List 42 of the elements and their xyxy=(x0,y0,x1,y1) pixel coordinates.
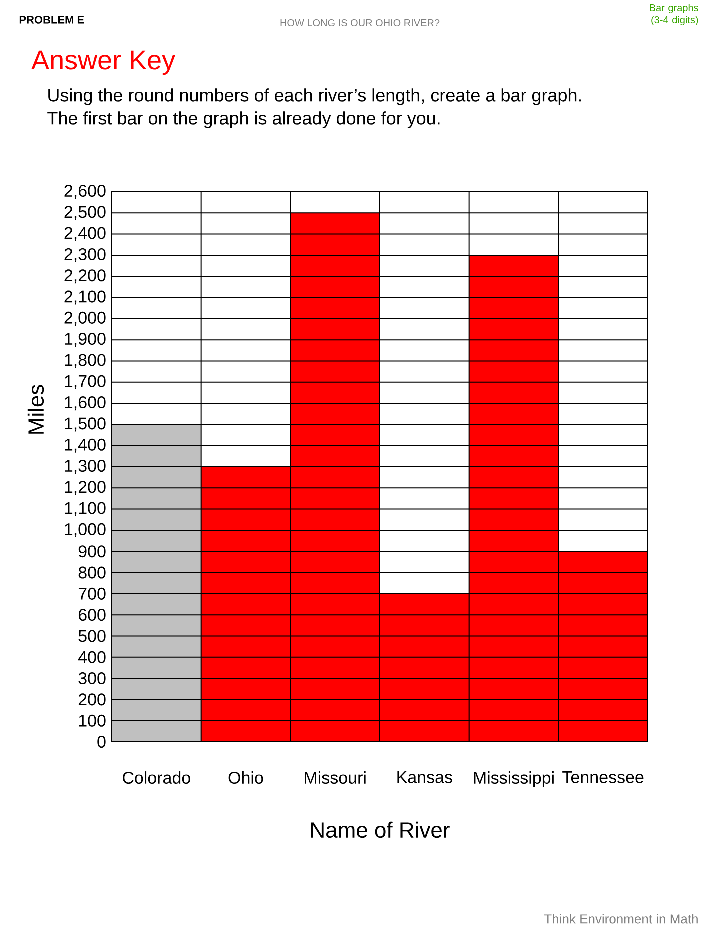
y-tick-label: 2,200 xyxy=(64,270,106,284)
y-tick-label: 1,900 xyxy=(65,333,106,348)
x-tick-label: Ohio xyxy=(228,772,264,784)
text: Using the round numbers of each river’s length, create a bar graph. xyxy=(48,88,582,106)
y-tick-label: 1,100 xyxy=(65,502,106,516)
chart-title: HOW LONG IS OUR OHIO RIVER? xyxy=(280,19,440,27)
y-tick-label: 1,000 xyxy=(65,523,106,538)
chart-subtitle: Answer Key xyxy=(32,50,176,76)
y-tick-label: 900 xyxy=(78,546,106,558)
y-axis-title: Miles xyxy=(28,385,44,434)
y-tick-label: 300 xyxy=(78,672,106,685)
y-tick-label: 2,500 xyxy=(64,206,106,220)
y-tick-label: 1,300 xyxy=(65,460,106,474)
y-tick-label: 2,400 xyxy=(64,227,106,242)
y-tick-label: 400 xyxy=(78,651,106,664)
y-tick-label: 2,300 xyxy=(64,248,106,262)
y-tick-label: 800 xyxy=(78,566,106,579)
y-tick-label: 500 xyxy=(78,630,106,642)
y-tick-label: 1,600 xyxy=(65,396,106,411)
y-tick-label: 2,600 xyxy=(64,184,106,200)
x-tick-label: Missouri xyxy=(305,772,366,784)
text: The first bar on the graph is already done for you. xyxy=(48,112,440,128)
x-tick-label: Tennessee xyxy=(562,772,644,784)
text: Think Environment in Math xyxy=(544,914,698,924)
y-tick-label: 2,000 xyxy=(64,312,106,326)
y-tick-label: 1,500 xyxy=(65,418,106,432)
x-tick-label: Kansas xyxy=(398,772,452,784)
y-tick-label: 1,400 xyxy=(65,438,106,453)
y-tick-label: 1,700 xyxy=(65,375,106,390)
x-tick-label: Mississippi xyxy=(474,772,554,788)
x-tick-label: Colorado xyxy=(123,772,190,784)
text: PROBLEM E xyxy=(20,16,84,24)
y-tick-label: 200 xyxy=(78,694,106,706)
y-tick-label: 2,100 xyxy=(64,290,106,305)
y-tick-label: 700 xyxy=(78,588,106,600)
x-axis-title: Name of River xyxy=(312,822,450,838)
text: Bar graphs (3-4 digits) xyxy=(650,4,698,26)
y-tick-label: 100 xyxy=(79,714,106,727)
y-tick-label: 600 xyxy=(78,609,106,622)
y-tick-label: 0 xyxy=(98,736,106,748)
y-tick-label: 1,800 xyxy=(65,354,106,368)
y-tick-label: 1,200 xyxy=(65,481,106,496)
